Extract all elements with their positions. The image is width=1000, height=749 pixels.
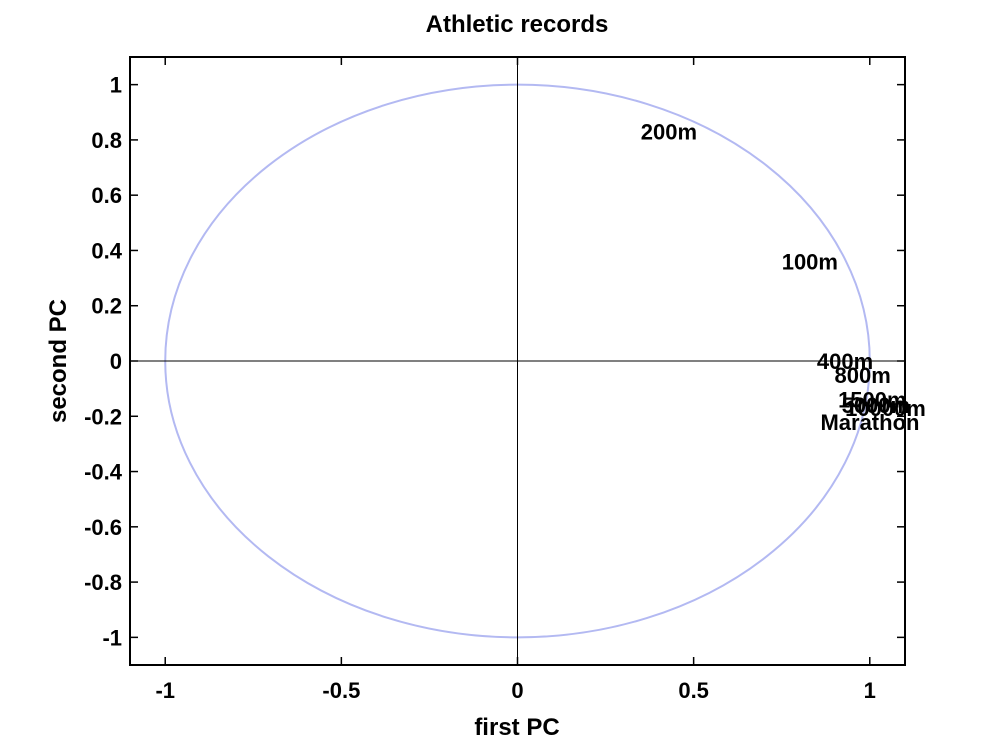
x-tick-label: 0.5 [678, 678, 709, 703]
y-tick-label: -1 [102, 625, 122, 650]
y-tick-label: 0.4 [91, 238, 122, 263]
point-label-5000m: 5000m [842, 393, 911, 418]
chart-title: Athletic records [426, 11, 609, 38]
x-tick-label: -0.5 [322, 678, 360, 703]
y-tick-label: -0.4 [84, 460, 123, 485]
y-tick-label: -0.2 [84, 404, 122, 429]
x-tick-label: -1 [155, 678, 175, 703]
point-label-10000m: 10000m [845, 396, 926, 421]
point-label-400m: 400m [817, 349, 873, 374]
y-tick-label: 0.2 [91, 294, 122, 319]
point-label-1500m: 1500m [838, 388, 907, 413]
y-tick-label: 1 [110, 73, 122, 98]
y-tick-label: 0 [110, 349, 122, 374]
point-label-200m: 200m [641, 120, 697, 145]
x-ticks: -1 -0.5 0 0.5 1 [155, 57, 876, 703]
point-label-100m: 100m [782, 250, 838, 275]
y-tick-label: 0.6 [91, 183, 122, 208]
point-label-800m: 800m [835, 363, 891, 388]
y-tick-label: -0.6 [84, 515, 122, 540]
x-tick-label: 1 [864, 678, 876, 703]
x-axis-label: first PC [474, 714, 559, 741]
y-ticks: 1 0.8 0.6 0.4 0.2 0 -0.2 -0.4 -0.6 -0.8 -1 [84, 73, 905, 650]
x-tick-label: 0 [511, 678, 523, 703]
y-tick-label: -0.8 [84, 570, 122, 595]
point-label-marathon: Marathon [820, 410, 919, 435]
y-tick-label: 0.8 [91, 128, 122, 153]
y-axis-label: second PC [45, 299, 72, 423]
